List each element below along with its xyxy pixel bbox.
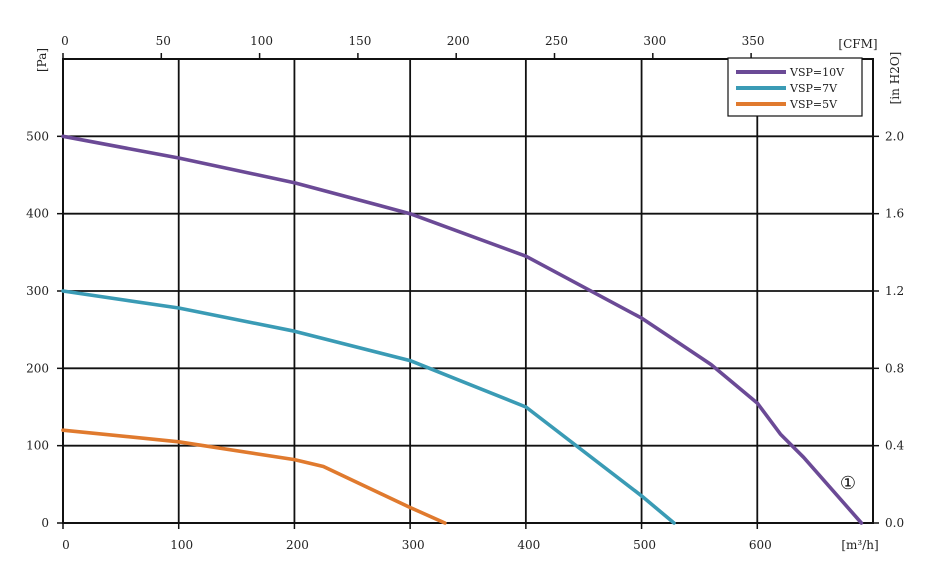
y-left-tick-label: 500 [26,129,49,143]
y-right-unit: [in H2O] [888,52,902,105]
x-bottom-tick-label: 200 [286,538,309,552]
y-right-tick-label: 1.2 [885,284,904,298]
legend-label: VSP=5V [789,98,838,111]
y-left-tick-label: 400 [26,207,49,221]
x-top-tick-label: 250 [545,34,568,48]
legend-label: VSP=10V [789,66,845,79]
grid [62,59,873,524]
x-bottom-tick-label: 100 [170,538,193,552]
curve-marker-label: ① [840,473,856,494]
x-bottom-tick-label: 300 [402,538,425,552]
x-top-tick-label: 50 [156,34,171,48]
x-top-tick-label: 300 [643,34,666,48]
x-bottom-tick-label: 0 [62,538,70,552]
axis-ticks: 0 100 200 300 400 500 600 0 50 100 150 200 250 300 350… [26,34,904,552]
x-bottom-unit: [m³/h] [841,538,878,552]
x-top-tick-label: 200 [447,34,470,48]
x-top-tick-label: 150 [348,34,371,48]
y-right-tick-label: 0.4 [885,439,904,453]
series-line-vsp-10v [61,134,864,525]
y-left-tick-label: 300 [26,284,49,298]
x-top-unit: [CFM] [838,37,877,51]
series-line-vsp-7v [61,289,676,525]
legend: VSP=10V VSP=7V VSP=5V [727,57,863,117]
x-top-tick-label: 100 [250,34,273,48]
y-left-unit: [Pa] [35,48,49,72]
y-left-tick-label: 0 [41,516,49,530]
y-right-tick-label: 2.0 [885,129,904,143]
x-bottom-tick-label: 600 [749,538,772,552]
series-lines [61,134,864,525]
y-left-tick-label: 100 [26,439,49,453]
y-right-tick-label: 1.6 [885,207,904,221]
x-bottom-tick-label: 500 [633,538,656,552]
y-left-tick-label: 200 [26,361,49,375]
y-right-tick-label: 0.8 [885,361,904,375]
series-line-vsp-5v [61,428,447,525]
legend-label: VSP=7V [789,82,838,95]
x-top-tick-label: 0 [61,34,69,48]
x-top-tick-label: 350 [742,34,765,48]
x-bottom-tick-label: 400 [517,538,540,552]
y-right-tick-label: 0.0 [885,516,904,530]
